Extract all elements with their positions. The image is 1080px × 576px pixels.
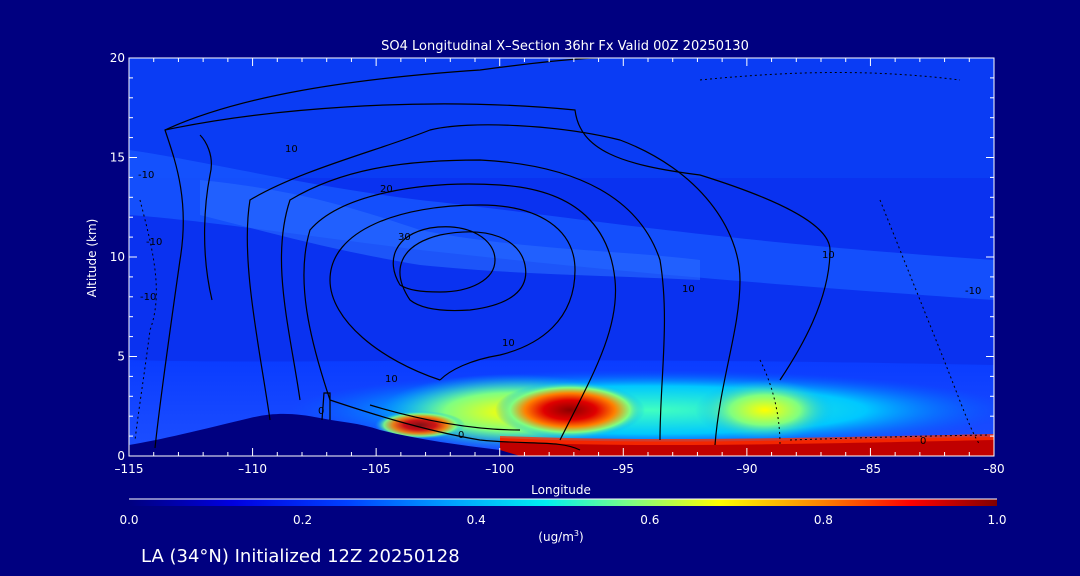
contour-core bbox=[392, 226, 496, 293]
contour-label: 10 bbox=[502, 338, 515, 349]
colorbar-tick-label: 1.0 bbox=[987, 513, 1006, 527]
contour-label: 0 bbox=[920, 436, 926, 447]
colorbar-tick-label: 0.6 bbox=[640, 513, 659, 527]
contour-core-outer bbox=[399, 231, 527, 312]
field-plume-east bbox=[695, 380, 835, 440]
contour-label: 10 bbox=[385, 374, 398, 385]
contour-label: 10 bbox=[285, 144, 298, 155]
colorbar-tick-label: 0.8 bbox=[814, 513, 833, 527]
colorbar-ticks: 0.0 0.2 0.4 0.6 0.8 1.0 bbox=[119, 513, 1006, 527]
contour-label: 10 bbox=[822, 250, 835, 261]
x-tick-label: –85 bbox=[860, 462, 881, 476]
colorbar-tick-label: 0.4 bbox=[467, 513, 486, 527]
y-axis-label: Altitude (km) bbox=[85, 219, 99, 298]
field-surface-edge bbox=[500, 434, 994, 446]
x-axis: –115 –110 –105 –100 –95 –90 –85 –80 bbox=[115, 58, 1005, 476]
terrain bbox=[129, 413, 520, 456]
y-axis: 0 5 10 15 20 bbox=[110, 51, 994, 463]
contour-label: -10 bbox=[146, 237, 162, 248]
x-axis-label: Longitude bbox=[531, 483, 591, 497]
contour-label: 10 bbox=[682, 284, 695, 295]
x-tick-label: –110 bbox=[238, 462, 267, 476]
dotted-surface bbox=[789, 434, 991, 441]
contour-second bbox=[246, 124, 741, 446]
field-mid-layer bbox=[129, 150, 994, 300]
contour-low-ridge bbox=[329, 399, 581, 451]
dotted-far-east bbox=[879, 199, 981, 446]
colorbar bbox=[129, 499, 997, 506]
contour-lines bbox=[154, 58, 831, 451]
colorbar-tick-label: 0.2 bbox=[293, 513, 312, 527]
contour-label: 30 bbox=[398, 232, 411, 243]
contour-label: -10 bbox=[140, 292, 156, 303]
y-tick-label: 10 bbox=[110, 250, 125, 264]
plot-area: 10 20 30 10 10 10 0 0 0 10 -10 -10 -10 -… bbox=[129, 58, 994, 456]
contour-outer bbox=[154, 58, 601, 449]
y-tick-label: 20 bbox=[110, 51, 125, 65]
contour-third bbox=[280, 159, 666, 441]
dotted-contours bbox=[134, 72, 991, 446]
contour-label-group: 10 20 30 10 10 10 0 0 0 10 -10 -10 -10 -… bbox=[138, 144, 981, 447]
contour-inner bbox=[329, 204, 576, 381]
contour-west bbox=[199, 134, 213, 301]
y-tick-label: 15 bbox=[110, 151, 125, 165]
field-upper-band bbox=[129, 58, 994, 178]
colorbar-tick-label: 0.0 bbox=[119, 513, 138, 527]
dotted-east bbox=[759, 359, 781, 446]
x-tick-label: –115 bbox=[115, 462, 144, 476]
chart-title: SO4 Longitudinal X–Section 36hr Fx Valid… bbox=[381, 39, 749, 54]
contour-outer-east bbox=[164, 103, 831, 381]
field-plume-core bbox=[495, 382, 645, 438]
contour-label: 0 bbox=[318, 406, 324, 417]
y-tick-label: 5 bbox=[117, 350, 125, 364]
contour-label: 20 bbox=[380, 184, 393, 195]
footer-caption: LA (34°N) Initialized 12Z 20250128 bbox=[141, 546, 460, 567]
contour-label: -10 bbox=[965, 286, 981, 297]
y-tick-label: 0 bbox=[117, 449, 125, 463]
contour-low-ridge-2 bbox=[369, 404, 521, 431]
contour-label: -10 bbox=[138, 170, 154, 181]
contour-label: 0 bbox=[458, 430, 464, 441]
contour-spike bbox=[321, 392, 331, 421]
x-tick-label: –100 bbox=[485, 462, 514, 476]
contour-fourth bbox=[303, 183, 617, 441]
x-tick-label: –95 bbox=[613, 462, 634, 476]
x-tick-label: –80 bbox=[983, 462, 1004, 476]
x-tick-label: –90 bbox=[736, 462, 757, 476]
colorbar-units: (ug/m3) bbox=[538, 529, 583, 544]
x-tick-label: –105 bbox=[362, 462, 391, 476]
field-light-layer bbox=[200, 180, 700, 280]
